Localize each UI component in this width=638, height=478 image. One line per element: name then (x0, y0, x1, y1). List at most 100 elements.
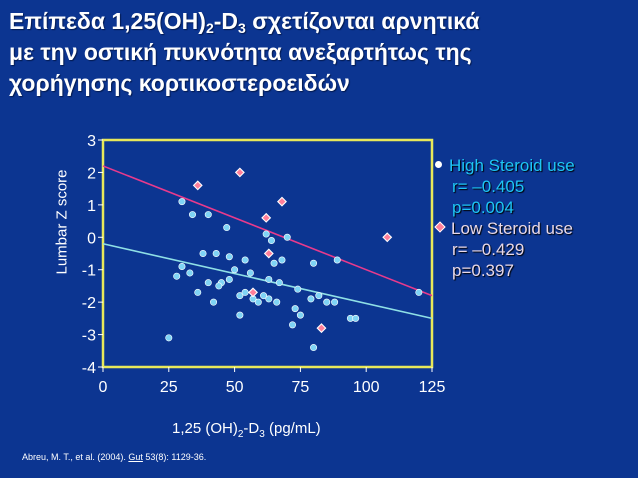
data-point-circle (173, 272, 181, 280)
data-point-diamond (276, 196, 287, 207)
x-tick-label: 125 (419, 379, 446, 396)
title-subscript: 3 (238, 20, 246, 36)
data-point-circle (265, 295, 273, 303)
data-point-circle (215, 282, 223, 290)
data-point-circle (231, 266, 239, 274)
data-point-circle (241, 256, 249, 264)
data-point-circle (212, 250, 220, 258)
y-tick-label: 3 (87, 133, 96, 150)
data-point-circle (307, 295, 315, 303)
title-line-1: Επίπεδα 1,25(OH)2-D3 σχετίζονται αρνητικ… (9, 6, 629, 37)
data-point-diamond (234, 167, 245, 178)
data-point-circle (260, 292, 268, 300)
data-point-circle (199, 250, 207, 258)
slide-title: Επίπεδα 1,25(OH)2-D3 σχετίζονται αρνητικ… (9, 6, 629, 99)
title-part: Επίπεδα 1,25(OH) (9, 8, 206, 34)
title-line-3: χορήγησης κορτικοστεροειδών (9, 70, 350, 96)
data-point-circle (267, 237, 275, 245)
data-point-circle (204, 211, 212, 219)
legend-low-p: p=0.397 (432, 260, 575, 281)
data-point-diamond (261, 212, 272, 223)
legend-high-r-value: r= –0.405 (452, 177, 525, 196)
legend-high-p: p=0.004 (432, 197, 575, 218)
data-point-circle (254, 298, 262, 306)
legend-low-r: r= –0.429 (432, 239, 575, 260)
data-point-circle (333, 256, 341, 264)
data-point-circle (265, 275, 273, 283)
data-point-circle (331, 298, 339, 306)
data-point-circle (236, 292, 244, 300)
citation-text: 53(8): 1129-36. (142, 452, 207, 462)
legend-high-p-value: p=0.004 (452, 198, 514, 217)
data-point-circle (273, 298, 281, 306)
data-point-circle (225, 253, 233, 261)
data-point-circle (289, 321, 297, 329)
legend-high-steroid: High Steroid use (432, 155, 575, 176)
data-point-circle (178, 262, 186, 270)
data-point-circle (415, 288, 423, 296)
y-tick-label: 1 (87, 198, 96, 215)
data-point-circle (291, 305, 299, 313)
data-point-circle (223, 224, 231, 232)
y-axis-label: Lumbar Z score (53, 169, 71, 275)
data-point-circle (310, 259, 318, 267)
data-point-circle (296, 311, 304, 319)
legend-low-r-value: r= –0.429 (452, 240, 525, 259)
x-label-subscript: 2 (237, 429, 244, 440)
data-point-circle (236, 311, 244, 319)
legend-high-label: High Steroid use (449, 156, 575, 175)
x-tick-label: 100 (353, 379, 380, 396)
y-tick-label: -3 (82, 328, 96, 345)
y-tick-label: -2 (82, 295, 96, 312)
data-point-circle (186, 269, 194, 277)
citation-text: Abreu, M. T., et al. (2004). (22, 452, 129, 462)
y-tick-label: -4 (82, 360, 96, 377)
x-tick-label: 0 (99, 379, 108, 396)
x-label-part: -D (243, 420, 260, 437)
data-point-diamond (192, 180, 203, 191)
legend-low-steroid: Low Steroid use (432, 218, 575, 239)
x-label-part: 1,25 (OH) (172, 420, 238, 437)
data-point-circle (315, 292, 323, 300)
circle-bullet-icon (435, 161, 442, 168)
x-tick-label: 25 (160, 379, 178, 396)
data-point-circle (278, 256, 286, 264)
x-axis-label: 1,25 (OH)2-D3 (pg/mL) (172, 420, 321, 440)
x-tick-label: 75 (292, 379, 310, 396)
data-point-circle (188, 211, 196, 219)
data-point-circle (178, 198, 186, 206)
title-line-2: με την οστική πυκνότητα ανεξαρτήτως της (9, 39, 472, 65)
legend-high-r: r= –0.405 (432, 176, 575, 197)
title-part: -D (213, 8, 239, 34)
data-point-circle (165, 334, 173, 342)
y-tick-label: -1 (82, 263, 96, 280)
title-part: σχετίζονται αρνητικά (245, 8, 480, 34)
data-point-circle (262, 230, 270, 238)
data-point-circle (270, 259, 278, 267)
data-point-circle (246, 269, 254, 277)
legend: High Steroid use r= –0.405 p=0.004 Low S… (432, 155, 575, 281)
data-point-circle (194, 288, 202, 296)
data-point-diamond (248, 287, 259, 298)
y-tick-label: 2 (87, 165, 96, 182)
data-point-circle (241, 288, 249, 296)
legend-low-label: Low Steroid use (451, 219, 573, 238)
data-point-circle (225, 275, 233, 283)
data-point-circle (283, 233, 291, 241)
x-label-subscript: 3 (259, 429, 265, 440)
data-point-circle (294, 285, 302, 293)
legend-low-p-value: p=0.397 (452, 261, 514, 280)
data-point-circle (210, 298, 218, 306)
title-subscript: 2 (205, 20, 214, 36)
data-point-circle (352, 314, 360, 322)
data-point-diamond (316, 323, 327, 334)
x-tick-label: 50 (226, 379, 244, 396)
diamond-bullet-icon (434, 221, 446, 233)
data-point-diamond (263, 248, 274, 259)
data-point-circle (310, 344, 318, 352)
data-point-circle (275, 279, 283, 287)
citation-journal: Gut (128, 452, 143, 462)
data-point-diamond (382, 232, 393, 243)
y-tick-label: 0 (87, 230, 96, 247)
